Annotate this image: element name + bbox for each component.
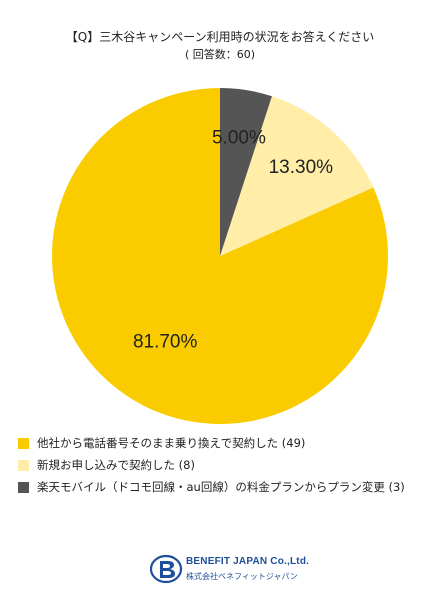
logo-subname: 株式会社ベネフィットジャパン — [186, 572, 298, 581]
legend: 他社から電話番号そのまま乗り換えで契約した (49) 新規お申し込みで契約した … — [18, 436, 430, 502]
logo-name: BENEFIT JAPAN Co.,Ltd. — [186, 556, 310, 567]
chart-subtitle: ( 回答数：60) — [184, 48, 256, 61]
legend-item: 新規お申し込みで契約した (8) — [18, 458, 430, 473]
legend-item: 楽天モバイル（ドコモ回線・au回線）の料金プランからプラン変更 (3) — [18, 480, 430, 495]
legend-label: 新規お申し込みで契約した (8) — [37, 458, 195, 472]
legend-label: 楽天モバイル（ドコモ回線・au回線）の料金プランからプラン変更 (3) — [37, 480, 405, 494]
chart-title: 【Q】三木谷キャンペーン利用時の状況をお答えください — [65, 30, 375, 44]
slice-data-label: 13.30% — [269, 157, 334, 178]
pie-slice — [220, 96, 374, 256]
company-logo: BENEFIT JAPAN Co.,Ltd. 株式会社ベネフィットジャパン — [150, 552, 310, 586]
legend-swatch — [18, 460, 29, 471]
pie-slice — [220, 88, 272, 256]
legend-swatch — [18, 482, 29, 493]
slice-data-label: 5.00% — [212, 128, 266, 149]
legend-label: 他社から電話番号そのまま乗り換えで契約した (49) — [37, 436, 306, 450]
logo-mark-icon — [150, 554, 182, 584]
pie-slice — [51, 88, 389, 425]
legend-item: 他社から電話番号そのまま乗り換えで契約した (49) — [18, 436, 430, 451]
pie-chart: 81.70% 13.30%5.00% — [51, 88, 389, 425]
slice-data-label: 81.70% — [133, 332, 198, 353]
legend-swatch — [18, 438, 29, 449]
